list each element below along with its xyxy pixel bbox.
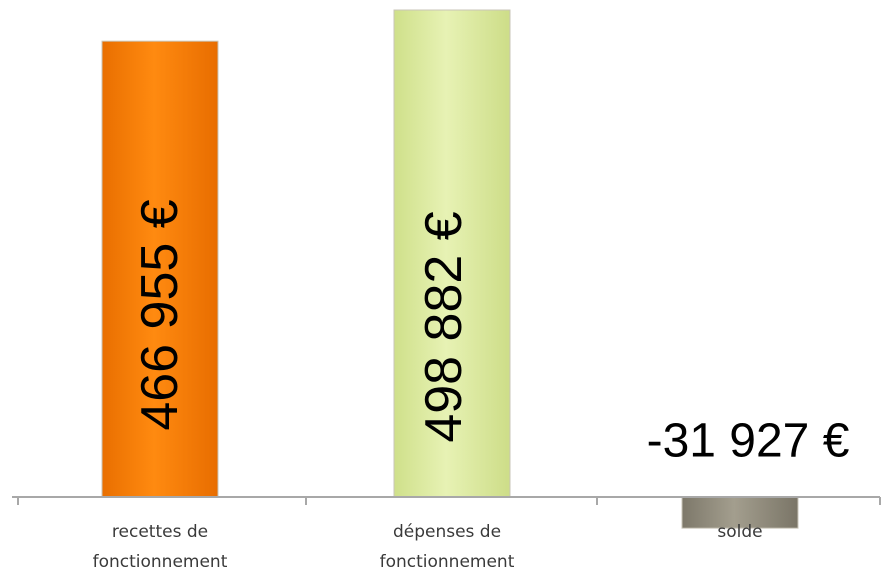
data-label-recettes: 466 955 €	[131, 199, 189, 430]
x-tick-label-recettes: recettes de fonctionnement	[93, 522, 228, 572]
x-tick-label-line: solde	[717, 522, 762, 542]
bar-depenses	[393, 9, 511, 498]
x-tick-label-depenses: dépenses de fonctionnement	[380, 522, 515, 572]
x-tick-label-solde: solde	[717, 522, 762, 542]
bar-recettes	[101, 40, 219, 498]
x-tick-label-line: recettes de	[112, 522, 208, 542]
x-tick-label-line: fonctionnement	[380, 552, 515, 572]
data-label-depenses: 498 882 €	[415, 211, 473, 442]
x-tick-label-line: dépenses de	[393, 522, 501, 542]
data-label-solde: -31 927 €	[647, 415, 850, 468]
x-tick-label-line: fonctionnement	[93, 552, 228, 572]
